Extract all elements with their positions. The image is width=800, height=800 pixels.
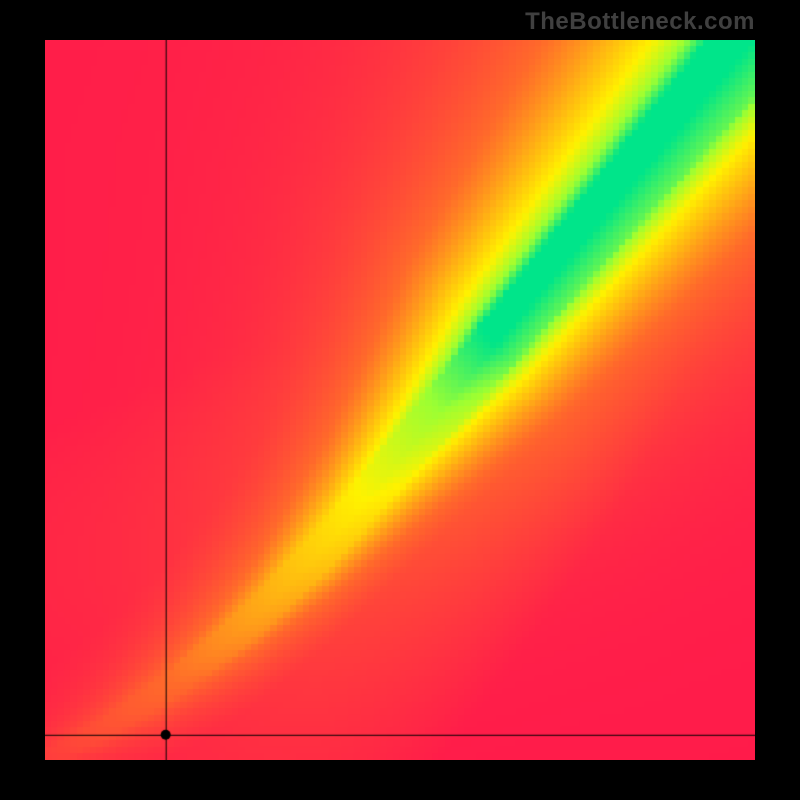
- chart-container: TheBottleneck.com: [0, 0, 800, 800]
- bottleneck-heatmap: [45, 40, 755, 760]
- watermark-text: TheBottleneck.com: [525, 8, 755, 36]
